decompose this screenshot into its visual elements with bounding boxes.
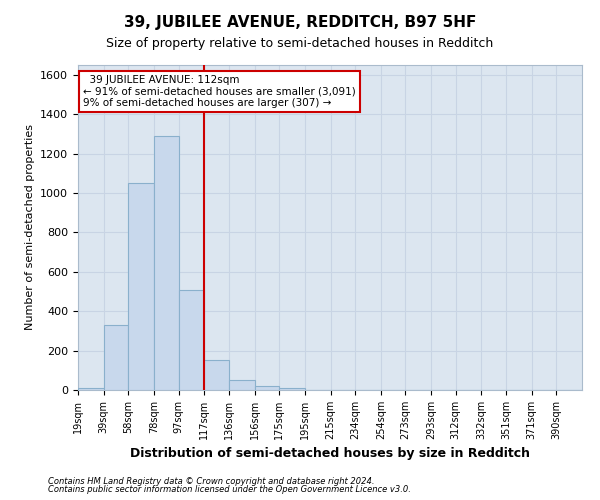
- Text: Size of property relative to semi-detached houses in Redditch: Size of property relative to semi-detach…: [106, 38, 494, 51]
- Text: Contains HM Land Registry data © Crown copyright and database right 2024.: Contains HM Land Registry data © Crown c…: [48, 477, 374, 486]
- Bar: [78, 388, 104, 390]
- Bar: [229, 380, 254, 390]
- Text: 39 JUBILEE AVENUE: 112sqm
← 91% of semi-detached houses are smaller (3,091)
9% o: 39 JUBILEE AVENUE: 112sqm ← 91% of semi-…: [83, 74, 356, 108]
- Text: 39, JUBILEE AVENUE, REDDITCH, B97 5HF: 39, JUBILEE AVENUE, REDDITCH, B97 5HF: [124, 15, 476, 30]
- Bar: [104, 325, 128, 390]
- X-axis label: Distribution of semi-detached houses by size in Redditch: Distribution of semi-detached houses by …: [130, 448, 530, 460]
- Y-axis label: Number of semi-detached properties: Number of semi-detached properties: [25, 124, 35, 330]
- Text: Contains public sector information licensed under the Open Government Licence v3: Contains public sector information licen…: [48, 486, 411, 494]
- Bar: [154, 136, 179, 390]
- Bar: [179, 290, 205, 390]
- Bar: [254, 386, 279, 390]
- Bar: [205, 360, 229, 390]
- Bar: [279, 388, 305, 390]
- Bar: [128, 183, 154, 390]
